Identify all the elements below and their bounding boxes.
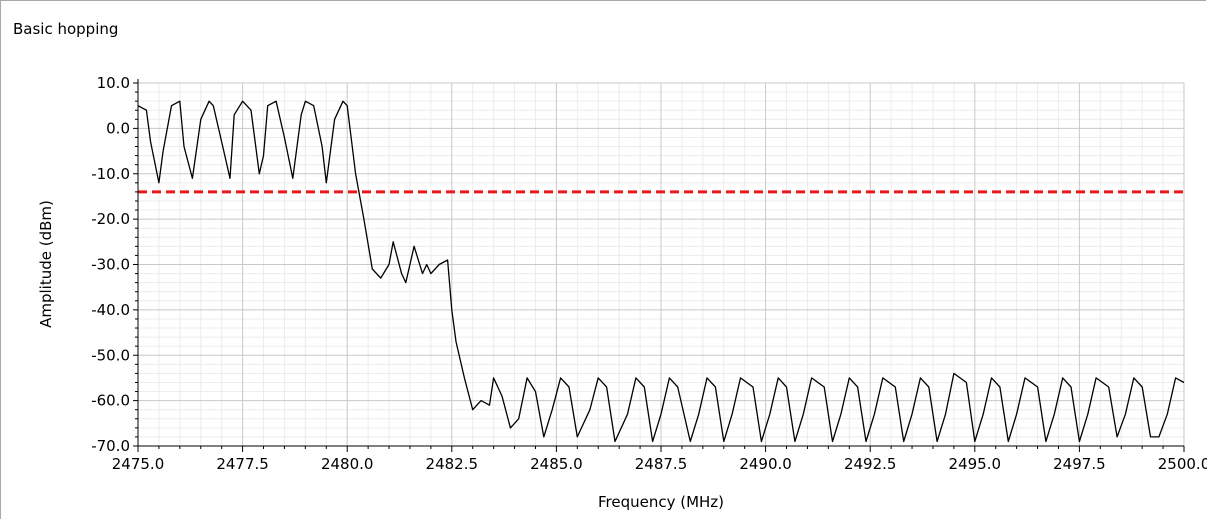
- x-tick-label: 2475.0: [112, 455, 165, 473]
- x-tick-label: 2490.0: [739, 455, 792, 473]
- series-trace-0: [137, 100, 1185, 443]
- x-tick-label: 2480.0: [321, 455, 374, 473]
- y-tick-label: -20.0: [91, 210, 130, 228]
- y-tick-label: 10.0: [97, 74, 130, 92]
- x-tick-label: 2492.5: [844, 455, 897, 473]
- x-tick-label: 2495.0: [949, 455, 1002, 473]
- y-tick-label: -60.0: [91, 392, 130, 410]
- y-tick-label: 0.0: [106, 119, 130, 137]
- y-axis-title: Amplitude (dBm): [37, 200, 55, 328]
- y-tick-label: -30.0: [91, 256, 130, 274]
- x-tick-label: 2477.5: [216, 455, 269, 473]
- x-tick-label: 2487.5: [635, 455, 688, 473]
- x-axis-title: Frequency (MHz): [598, 493, 724, 511]
- tick-labels: 10.0 0.0 -10.0 -20.0 -30.0 -40.0 -50.0 -60.0 -70…: [91, 74, 1207, 473]
- x-tick-label: 2497.5: [1053, 455, 1106, 473]
- x-tick-label: 2500.0: [1158, 455, 1207, 473]
- y-tick-label: -10.0: [91, 165, 130, 183]
- x-tick-label: 2482.5: [426, 455, 479, 473]
- y-tick-label: -40.0: [91, 301, 130, 319]
- y-tick-label: -50.0: [91, 346, 130, 364]
- x-tick-label: 2485.0: [530, 455, 583, 473]
- panel-title: Basic hopping: [13, 20, 119, 38]
- axes: [133, 79, 1185, 452]
- trace-layer: [137, 100, 1185, 443]
- y-tick-label: -70.0: [91, 437, 130, 455]
